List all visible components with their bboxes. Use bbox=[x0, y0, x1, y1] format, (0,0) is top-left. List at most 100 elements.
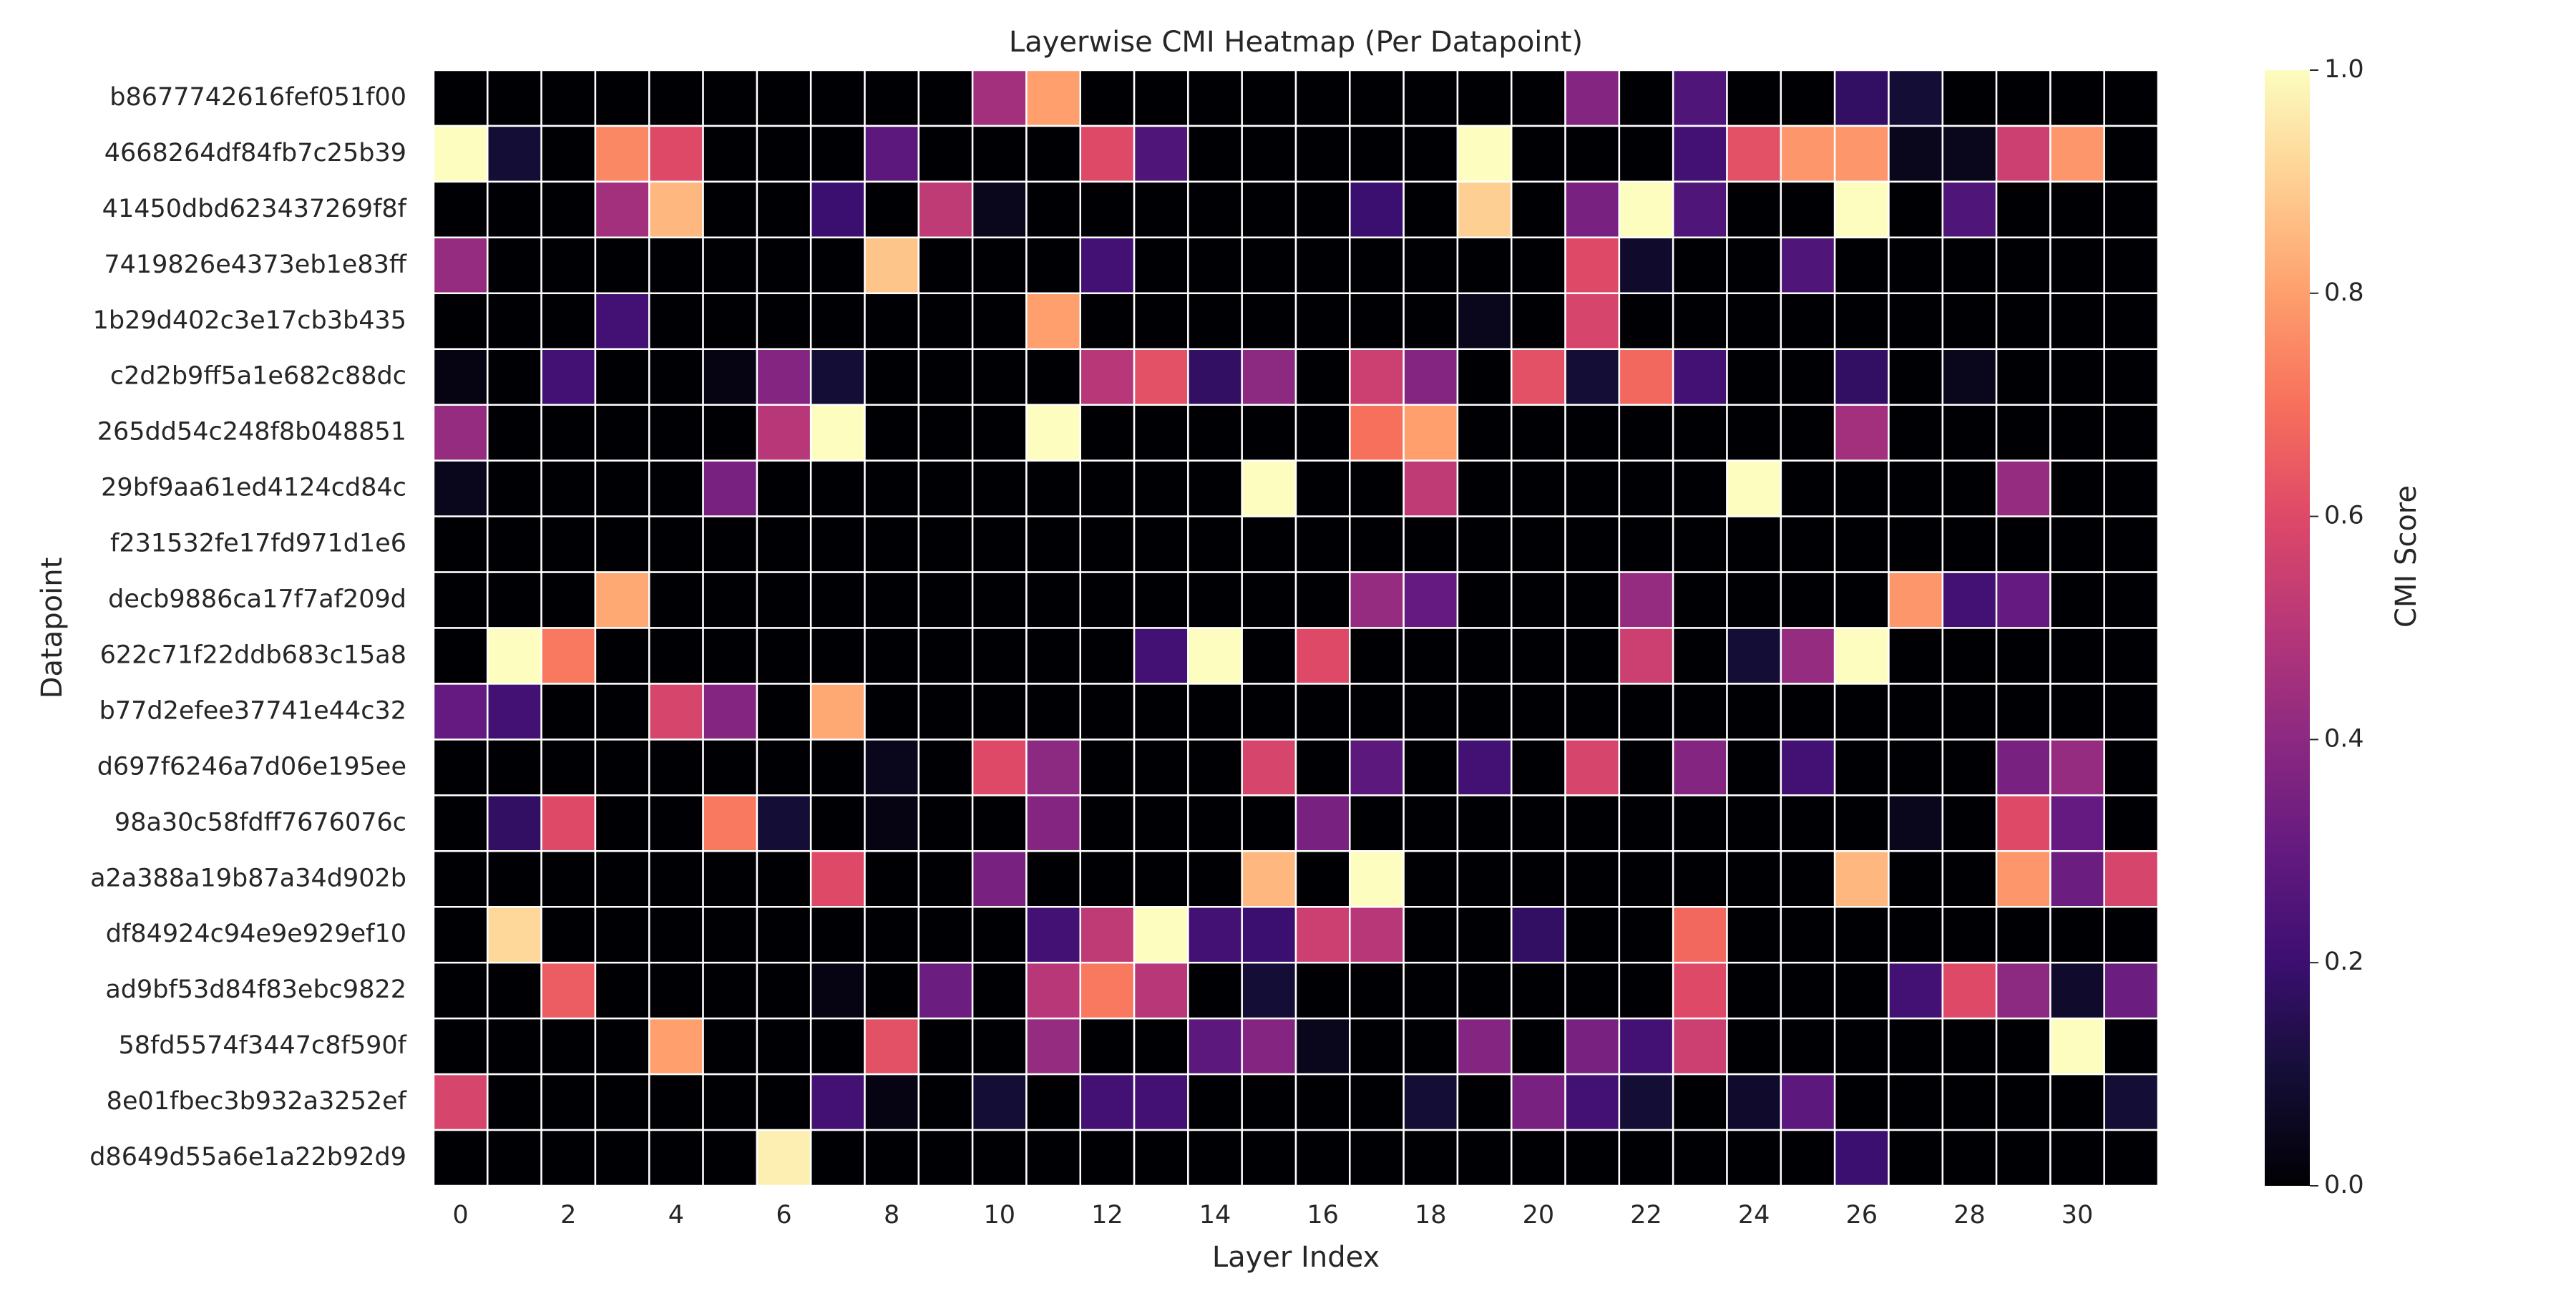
heatmap-cell bbox=[1780, 1129, 1836, 1187]
heatmap-cell bbox=[756, 850, 812, 908]
heatmap-cell bbox=[1511, 1073, 1566, 1131]
heatmap-cell bbox=[1941, 961, 1998, 1020]
heatmap-cell bbox=[917, 236, 974, 295]
heatmap-cell bbox=[648, 850, 704, 908]
heatmap-cell bbox=[1025, 571, 1081, 629]
heatmap-cell bbox=[1995, 292, 2051, 350]
heatmap-cell bbox=[2103, 1073, 2160, 1131]
heatmap-cell bbox=[864, 69, 920, 127]
heatmap-cell bbox=[594, 794, 650, 852]
heatmap-cell bbox=[1025, 1073, 1081, 1131]
heatmap-cell bbox=[540, 627, 597, 685]
heatmap-cell bbox=[1941, 180, 1998, 239]
heatmap-cell bbox=[2103, 683, 2160, 741]
heatmap-cell bbox=[1564, 404, 1621, 462]
heatmap-cell bbox=[702, 906, 758, 964]
heatmap-cell bbox=[702, 404, 758, 462]
heatmap-cell bbox=[1564, 180, 1621, 239]
heatmap-cell bbox=[648, 906, 704, 964]
heatmap-cell bbox=[1672, 1129, 1728, 1187]
heatmap-cell bbox=[971, 404, 1028, 462]
heatmap-cell bbox=[1672, 683, 1728, 741]
heatmap-cell bbox=[1079, 459, 1136, 517]
heatmap-cell bbox=[1349, 1073, 1405, 1131]
heatmap-cell bbox=[1995, 404, 2051, 462]
heatmap-cell bbox=[432, 236, 489, 295]
y-tick-label: a2a388a19b87a34d902b bbox=[90, 864, 406, 892]
heatmap-cell bbox=[594, 1073, 650, 1131]
heatmap-cell bbox=[809, 1129, 866, 1187]
heatmap-cell bbox=[1833, 236, 1890, 295]
heatmap-cell bbox=[1025, 515, 1081, 573]
heatmap-cell bbox=[1780, 627, 1836, 685]
heatmap-cell bbox=[1349, 125, 1405, 183]
heatmap-cell bbox=[1349, 515, 1405, 573]
heatmap-cell bbox=[1726, 1017, 1782, 1076]
heatmap-cell bbox=[540, 1017, 597, 1076]
heatmap-cell bbox=[540, 1073, 597, 1131]
heatmap-cell bbox=[2103, 348, 2160, 406]
heatmap-cell bbox=[1995, 236, 2051, 295]
heatmap-cell bbox=[864, 906, 920, 964]
heatmap-cell bbox=[1888, 739, 1943, 796]
heatmap-cell bbox=[971, 961, 1028, 1020]
heatmap-cell bbox=[1941, 794, 1998, 852]
heatmap-cell bbox=[1888, 69, 1943, 127]
heatmap-cell bbox=[917, 404, 974, 462]
heatmap-cell bbox=[1780, 292, 1836, 350]
heatmap-cell bbox=[1187, 961, 1243, 1020]
heatmap-cell bbox=[432, 69, 489, 127]
x-tick-label: 26 bbox=[1846, 1201, 1878, 1229]
heatmap-cell bbox=[1564, 292, 1621, 350]
heatmap-cell bbox=[432, 515, 489, 573]
heatmap-cell bbox=[1941, 515, 1998, 573]
heatmap-cell bbox=[1941, 906, 1998, 964]
heatmap-cell bbox=[432, 459, 489, 517]
heatmap-cell bbox=[1349, 459, 1405, 517]
heatmap-cell bbox=[487, 292, 542, 350]
heatmap-cell bbox=[1833, 850, 1890, 908]
heatmap-cell bbox=[1672, 348, 1728, 406]
heatmap-cell bbox=[1133, 683, 1189, 741]
heatmap-cell bbox=[487, 1073, 542, 1131]
heatmap-cell bbox=[648, 69, 704, 127]
heatmap-cell bbox=[1025, 739, 1081, 796]
heatmap-cell bbox=[1888, 906, 1943, 964]
heatmap-cell bbox=[1511, 125, 1566, 183]
heatmap-cell bbox=[1025, 850, 1081, 908]
heatmap-cell bbox=[1564, 125, 1621, 183]
heatmap-cell bbox=[594, 627, 650, 685]
heatmap-cell bbox=[1133, 515, 1189, 573]
heatmap-cell bbox=[756, 794, 812, 852]
heatmap-cell bbox=[2049, 906, 2105, 964]
heatmap-cell bbox=[1456, 1017, 1513, 1076]
heatmap-cell bbox=[594, 459, 650, 517]
heatmap-cell bbox=[540, 906, 597, 964]
heatmap-cell bbox=[1995, 627, 2051, 685]
heatmap-cell bbox=[702, 571, 758, 629]
y-tick-label: 7419826e4373eb1e83ff bbox=[104, 250, 407, 279]
heatmap-cell bbox=[432, 794, 489, 852]
heatmap-cell bbox=[1511, 404, 1566, 462]
heatmap-cell bbox=[809, 236, 866, 295]
heatmap-cell bbox=[1187, 348, 1243, 406]
heatmap-cell bbox=[756, 683, 812, 741]
heatmap-cell bbox=[917, 961, 974, 1020]
heatmap-cell bbox=[1079, 292, 1136, 350]
heatmap-cell bbox=[1402, 683, 1459, 741]
heatmap-cell bbox=[1187, 571, 1243, 629]
heatmap-cell bbox=[1833, 627, 1890, 685]
heatmap-cell bbox=[756, 236, 812, 295]
heatmap-cell bbox=[864, 1017, 920, 1076]
heatmap-cell bbox=[1294, 404, 1351, 462]
heatmap-cell bbox=[1349, 906, 1405, 964]
heatmap-cell bbox=[1079, 794, 1136, 852]
heatmap-cell bbox=[1079, 1129, 1136, 1187]
heatmap-cell bbox=[648, 571, 704, 629]
heatmap-cell bbox=[1618, 794, 1674, 852]
heatmap-cell bbox=[1511, 292, 1566, 350]
heatmap-cell bbox=[1079, 1017, 1136, 1076]
y-tick-label: b8677742616fef051f00 bbox=[109, 83, 406, 112]
heatmap-cell bbox=[1241, 1073, 1297, 1131]
